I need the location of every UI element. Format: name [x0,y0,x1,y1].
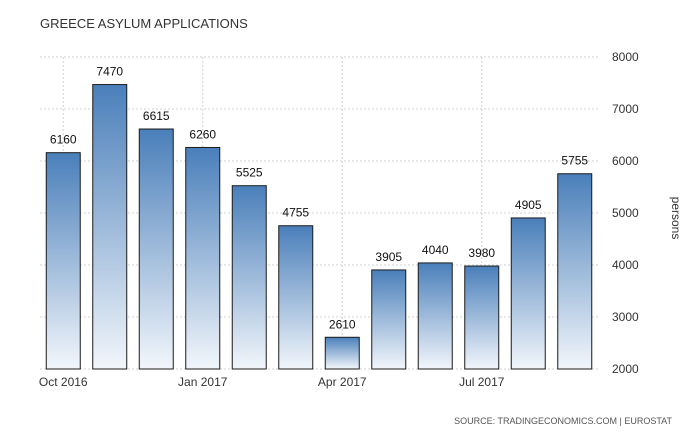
data-labels: 6160 7470 6615 6260 5525 4755 2610 3905 4040 3980… [50,65,589,332]
x-axis-ticks: Oct 2016 Jan 2017 Apr 2017 Jul 2017 [39,375,505,389]
data-label: 6615 [143,109,170,123]
y-tick-label: 8000 [612,50,639,64]
y-tick-label: 7000 [612,102,639,116]
data-label: 3905 [375,250,402,264]
x-tick-label: Oct 2016 [39,375,88,389]
data-label: 6260 [189,127,216,141]
bar [92,84,128,370]
y-tick-label: 5000 [612,206,639,220]
y-tick-label: 4000 [612,258,639,272]
data-label: 3980 [468,246,495,260]
bar [185,146,221,370]
bar [557,173,593,370]
x-tick-label: Jul 2017 [459,375,505,389]
bar [417,262,453,370]
chart-title: GREECE ASYLUM APPLICATIONS [40,16,248,31]
source-credit: SOURCE: TRADINGECONOMICS.COM | EUROSTAT [454,416,672,426]
data-label: 4905 [515,198,542,212]
data-label: 4040 [422,243,449,257]
bar [278,225,314,370]
bar [510,217,546,370]
data-label: 5755 [561,154,588,168]
y-tick-label: 2000 [612,362,639,376]
data-label: 4755 [282,206,309,220]
y-axis-label: persons [669,197,683,240]
bar [464,265,500,370]
y-tick-label: 6000 [612,154,639,168]
x-tick-label: Jan 2017 [178,375,228,389]
bar [371,269,407,370]
bar [324,336,360,370]
y-tick-label: 3000 [612,310,639,324]
data-label: 7470 [96,65,123,79]
bar [231,185,267,370]
bars [45,84,593,370]
bar [138,128,174,370]
x-tick-label: Apr 2017 [318,375,367,389]
bar [45,152,81,370]
data-label: 5525 [236,166,263,180]
y-axis-ticks: 2000 3000 4000 5000 6000 7000 8000 [612,50,639,376]
data-label: 2610 [329,317,356,331]
data-label: 6160 [50,133,77,147]
